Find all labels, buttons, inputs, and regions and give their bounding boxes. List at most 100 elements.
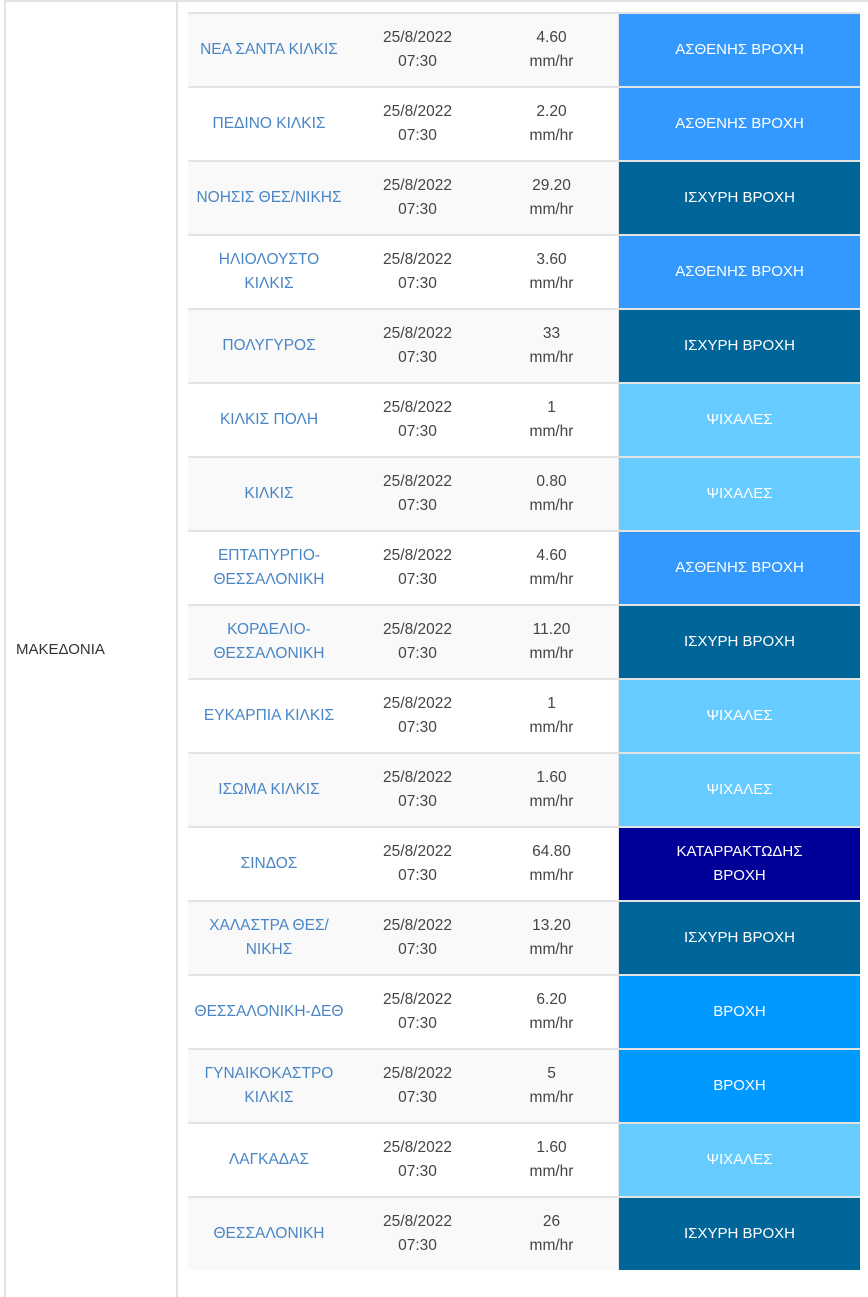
table-row: ΝΕΑ ΣΑΝΤΑ ΚΙΛΚΙΣ 25/8/2022 07:30 4.60 mm/h… xyxy=(188,12,860,87)
unit: mm/hr xyxy=(529,719,574,736)
unit: mm/hr xyxy=(529,1089,574,1106)
rain-level: ΙΣΧΥΡΗ ΒΡΟΧΗ xyxy=(684,189,795,206)
rain-value-cell: 1 mm/hr xyxy=(485,678,619,753)
rain-value: 2.20 xyxy=(536,103,567,120)
rain-value-cell: 1 mm/hr xyxy=(485,382,619,457)
datetime-cell: 25/8/2022 07:30 xyxy=(350,900,485,975)
station-link[interactable]: ΧΑΛΑΣΤΡΑ ΘΕΣ/ΝΙΚΗΣ xyxy=(209,917,329,958)
table-row: ΘΕΣΣΑΛΟΝΙΚΗ-ΔΕΘ 25/8/2022 07:30 6.20 mm/hr… xyxy=(188,974,860,1049)
datetime-cell: 25/8/2022 07:30 xyxy=(350,308,485,383)
station-link[interactable]: ΕΥΚΑΡΠΙΑ ΚΙΛΚΙΣ xyxy=(203,707,335,724)
time: 07:30 xyxy=(398,1015,437,1032)
table-row: ΛΑΓΚΑΔΑΣ 25/8/2022 07:30 1.60 mm/hr ΨΙΧΑΛΕ… xyxy=(188,1122,860,1197)
rain-level-badge: ΑΣΘΕΝΗΣ ΒΡΟΧΗ xyxy=(618,234,860,309)
station-link[interactable]: ΣΙΝΔΟΣ xyxy=(240,855,298,872)
datetime-cell: 25/8/2022 07:30 xyxy=(350,86,485,161)
rain-level: ΒΡΟΧΗ xyxy=(713,1077,766,1094)
rain-value: 5 xyxy=(547,1065,556,1082)
rain-value-cell: 2.20 mm/hr xyxy=(485,86,619,161)
station-name[interactable]: ΚΟΡΔΕΛΙΟ-ΘΕΣΣΑΛΟΝΙΚΗ xyxy=(188,604,350,679)
date: 25/8/2022 xyxy=(383,621,452,638)
time: 07:30 xyxy=(398,867,437,884)
station-link[interactable]: ΘΕΣΣΑΛΟΝΙΚΗ-ΔΕΘ xyxy=(194,1003,344,1020)
station-link[interactable]: ΝΕΑ ΣΑΝΤΑ ΚΙΛΚΙΣ xyxy=(200,41,338,58)
table-row: ΗΛΙΟΛΟΥΣΤΟ ΚΙΛΚΙΣ 25/8/2022 07:30 3.60 mm/… xyxy=(188,234,860,309)
unit: mm/hr xyxy=(529,571,574,588)
rain-level: ΨΙΧΑΛΕΣ xyxy=(706,1151,773,1168)
date: 25/8/2022 xyxy=(383,399,452,416)
time: 07:30 xyxy=(398,941,437,958)
rain-value: 6.20 xyxy=(536,991,567,1008)
table-row: ΚΟΡΔΕΛΙΟ-ΘΕΣΣΑΛΟΝΙΚΗ 25/8/2022 07:30 11.2… xyxy=(188,604,860,679)
rain-value-cell: 4.60 mm/hr xyxy=(485,530,619,605)
station-name[interactable]: ΛΑΓΚΑΔΑΣ xyxy=(188,1122,350,1197)
datetime-cell: 25/8/2022 07:30 xyxy=(350,752,485,827)
station-name[interactable]: ΝΕΑ ΣΑΝΤΑ ΚΙΛΚΙΣ xyxy=(188,12,350,87)
datetime-cell: 25/8/2022 07:30 xyxy=(350,826,485,901)
station-link[interactable]: ΓΥΝΑΙΚΟΚΑΣΤΡΟ ΚΙΛΚΙΣ xyxy=(204,1065,334,1106)
datetime-cell: 25/8/2022 07:30 xyxy=(350,456,485,531)
rain-level: ΙΣΧΥΡΗ ΒΡΟΧΗ xyxy=(684,633,795,650)
rain-level-badge: ΒΡΟΧΗ xyxy=(618,974,860,1049)
station-name[interactable]: ΣΙΝΔΟΣ xyxy=(188,826,350,901)
station-link[interactable]: ΚΟΡΔΕΛΙΟ-ΘΕΣΣΑΛΟΝΙΚΗ xyxy=(213,621,325,662)
time: 07:30 xyxy=(398,719,437,736)
station-name[interactable]: ΧΑΛΑΣΤΡΑ ΘΕΣ/ΝΙΚΗΣ xyxy=(188,900,350,975)
time: 07:30 xyxy=(398,423,437,440)
station-link[interactable]: ΕΠΤΑΠΥΡΓΙΟ-ΘΕΣΣΑΛΟΝΙΚΗ xyxy=(213,547,325,588)
station-link[interactable]: ΘΕΣΣΑΛΟΝΙΚΗ xyxy=(213,1225,325,1242)
rain-level-badge: ΨΙΧΑΛΕΣ xyxy=(618,752,860,827)
rain-value: 0.80 xyxy=(536,473,567,490)
station-link[interactable]: ΛΑΓΚΑΔΑΣ xyxy=(228,1151,310,1168)
rain-level-badge: ΚΑΤΑΡΡΑΚΤΩΔΗΣ ΒΡΟΧΗ xyxy=(618,826,860,901)
rain-level-badge: ΙΣΧΥΡΗ ΒΡΟΧΗ xyxy=(618,308,860,383)
station-name[interactable]: ΠΕΔΙΝΟ ΚΙΛΚΙΣ xyxy=(188,86,350,161)
time: 07:30 xyxy=(398,793,437,810)
station-name[interactable]: ΙΣΩΜΑ ΚΙΛΚΙΣ xyxy=(188,752,350,827)
date: 25/8/2022 xyxy=(383,1065,452,1082)
station-link[interactable]: ΗΛΙΟΛΟΥΣΤΟ ΚΙΛΚΙΣ xyxy=(218,251,320,292)
time: 07:30 xyxy=(398,1237,437,1254)
station-link[interactable]: ΙΣΩΜΑ ΚΙΛΚΙΣ xyxy=(218,781,320,798)
datetime-cell: 25/8/2022 07:30 xyxy=(350,604,485,679)
station-name[interactable]: ΘΕΣΣΑΛΟΝΙΚΗ xyxy=(188,1196,350,1270)
unit: mm/hr xyxy=(529,201,574,218)
table-row: ΠΟΛΥΓΥΡΟΣ 25/8/2022 07:30 33 mm/hr ΙΣΧΥΡΗ … xyxy=(188,308,860,383)
station-link[interactable]: ΚΙΛΚΙΣ xyxy=(244,485,294,502)
rain-level-badge: ΙΣΧΥΡΗ ΒΡΟΧΗ xyxy=(618,160,860,235)
rain-value: 11.20 xyxy=(532,621,571,638)
rain-value-cell: 13.20 mm/hr xyxy=(485,900,619,975)
station-name[interactable]: ΚΙΛΚΙΣ xyxy=(188,456,350,531)
rain-level: ΨΙΧΑΛΕΣ xyxy=(706,485,773,502)
table-row: ΣΙΝΔΟΣ 25/8/2022 07:30 64.80 mm/hr ΚΑΤΑΡΡΑ… xyxy=(188,826,860,901)
station-name[interactable]: ΓΥΝΑΙΚΟΚΑΣΤΡΟ ΚΙΛΚΙΣ xyxy=(188,1048,350,1123)
rain-value: 1.60 xyxy=(536,769,567,786)
station-name[interactable]: ΗΛΙΟΛΟΥΣΤΟ ΚΙΛΚΙΣ xyxy=(188,234,350,309)
table-row: ΠΕΔΙΝΟ ΚΙΛΚΙΣ 25/8/2022 07:30 2.20 mm/hr Α… xyxy=(188,86,860,161)
station-name[interactable]: ΘΕΣΣΑΛΟΝΙΚΗ-ΔΕΘ xyxy=(188,974,350,1049)
station-name[interactable]: ΚΙΛΚΙΣ ΠΟΛΗ xyxy=(188,382,350,457)
date: 25/8/2022 xyxy=(383,917,452,934)
time: 07:30 xyxy=(398,349,437,366)
date: 25/8/2022 xyxy=(383,1139,452,1156)
rain-value: 1 xyxy=(547,399,556,416)
station-link[interactable]: ΝΟΗΣΙΣ ΘΕΣ/ΝΙΚΗΣ xyxy=(196,189,342,206)
time: 07:30 xyxy=(398,127,437,144)
rain-level-badge: ΑΣΘΕΝΗΣ ΒΡΟΧΗ xyxy=(618,12,860,87)
station-link[interactable]: ΠΟΛΥΓΥΡΟΣ xyxy=(222,337,316,354)
unit: mm/hr xyxy=(529,349,574,366)
station-name[interactable]: ΝΟΗΣΙΣ ΘΕΣ/ΝΙΚΗΣ xyxy=(188,160,350,235)
rain-level: ΨΙΧΑΛΕΣ xyxy=(706,411,773,428)
station-name[interactable]: ΠΟΛΥΓΥΡΟΣ xyxy=(188,308,350,383)
datetime-cell: 25/8/2022 07:30 xyxy=(350,160,485,235)
rain-level: ΙΣΧΥΡΗ ΒΡΟΧΗ xyxy=(684,929,795,946)
station-link[interactable]: ΠΕΔΙΝΟ ΚΙΛΚΙΣ xyxy=(212,115,326,132)
station-name[interactable]: ΕΠΤΑΠΥΡΓΙΟ-ΘΕΣΣΑΛΟΝΙΚΗ xyxy=(188,530,350,605)
rain-level: ΨΙΧΑΛΕΣ xyxy=(706,707,773,724)
datetime-cell: 25/8/2022 07:30 xyxy=(350,530,485,605)
date: 25/8/2022 xyxy=(383,29,452,46)
station-name[interactable]: ΕΥΚΑΡΠΙΑ ΚΙΛΚΙΣ xyxy=(188,678,350,753)
time: 07:30 xyxy=(398,571,437,588)
station-link[interactable]: ΚΙΛΚΙΣ ΠΟΛΗ xyxy=(219,411,319,428)
table-row: ΕΥΚΑΡΠΙΑ ΚΙΛΚΙΣ 25/8/2022 07:30 1 mm/hr ΨΙ… xyxy=(188,678,860,753)
